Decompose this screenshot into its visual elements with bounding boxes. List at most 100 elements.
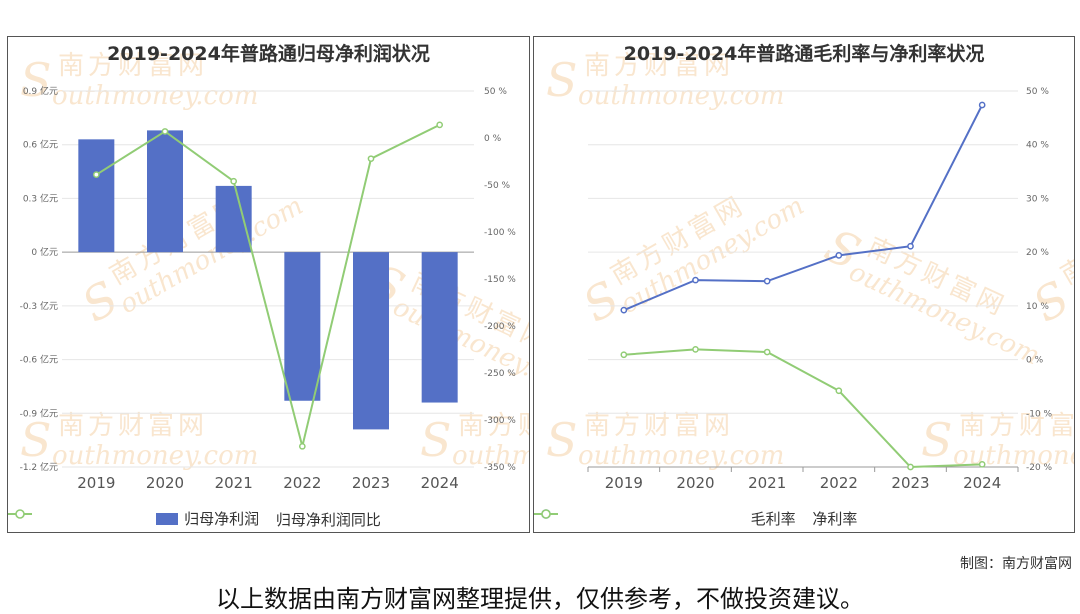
point-net-margin (978, 460, 986, 468)
legend-item-net-profit[interactable]: 归母净利润 (156, 508, 259, 529)
point-net-margin (907, 463, 914, 471)
x-tick-label: 2021 (215, 474, 253, 492)
point-gross-margin (978, 101, 986, 109)
bar-net-profit (353, 252, 389, 430)
watermark-en: outhmoney.com (578, 441, 784, 471)
line-net-margin (623, 348, 983, 469)
point-net-profit-yoy (367, 155, 375, 163)
legend-label-net-margin: 净利率 (812, 510, 858, 528)
y-tick-label-right: -20 % (1026, 463, 1053, 473)
y-tick-label-right: -10 % (1026, 409, 1053, 419)
watermark-s: S (921, 413, 953, 467)
y-tick-label-right: -250 % (484, 369, 516, 379)
watermark-cn: 南方财富网 (584, 51, 734, 81)
point-net-margin (835, 387, 843, 395)
watermark-cn: 南方财富网 (584, 411, 734, 441)
legend-item-net-profit-yoy[interactable]: 归母净利润同比 (8, 509, 381, 530)
watermark-cn: 南方财富网 (1056, 190, 1074, 291)
point-net-profit-yoy (161, 128, 169, 135)
y-tick-label-right: -200 % (484, 322, 516, 332)
y-tick-label-right: 50 % (484, 87, 507, 97)
point-gross-margin (692, 276, 699, 284)
legend-label-gross-margin: 毛利率 (750, 510, 796, 528)
legend-item-net-margin[interactable]: 净利率 (534, 508, 858, 529)
line-net-profit-yoy (95, 123, 441, 447)
y-tick-label-right: -150 % (484, 275, 516, 285)
watermark-en: outhmoney.com (52, 81, 258, 111)
point-net-profit-yoy (298, 442, 306, 450)
y-tick-label-right: 0 % (1026, 356, 1044, 366)
x-tick-label: 2023 (891, 474, 929, 492)
bar-net-profit (215, 185, 252, 253)
x-tick-label: 2020 (676, 474, 714, 492)
point-gross-margin (907, 242, 914, 250)
disclaimer-note: 以上数据由南方财富网整理提供，仅供参考，不做投资建议。 (216, 585, 864, 613)
legend-line-swatch-green (8, 509, 32, 519)
bar-net-profit (78, 139, 115, 253)
margin-chart-panel: S 南方财富网 outhmoney.com S 南方财富网 outhmoney.com S 南… (533, 36, 1075, 533)
watermark-s: S (20, 413, 52, 467)
point-gross-margin (763, 277, 771, 285)
legend-label-net-profit: 归母净利润 (184, 510, 260, 528)
y-tick-label-right: 40 % (1026, 141, 1049, 151)
point-net-margin (620, 351, 628, 359)
legend-item-gross-margin[interactable]: 毛利率 (534, 508, 796, 529)
x-tick-label: 2020 (146, 474, 184, 492)
net-profit-chart: S南方财富网outhmoney.comS南方财富网outhmoney.comS南… (20, 51, 529, 492)
point-net-margin (692, 346, 699, 353)
y-tick-label-right: 20 % (1026, 248, 1049, 258)
legend-line-swatch-green-2 (534, 509, 558, 519)
x-tick-label: 2023 (352, 474, 390, 492)
margin-legend: 毛利率 净利率 (534, 508, 1074, 529)
watermark-s: S (20, 53, 52, 107)
y-tick-label-right: -50 % (484, 181, 511, 191)
y-tick-label-left: -1.2 亿元 (20, 461, 58, 473)
watermark-s: S (420, 413, 452, 467)
y-tick-label-left: 0.9 亿元 (23, 85, 58, 97)
x-tick-label: 2019 (605, 474, 643, 492)
x-tick-label: 2022 (820, 474, 858, 492)
y-tick-label-right: -300 % (484, 416, 516, 426)
margin-chart-title: 2019-2024年普路通毛利率与净利率状况 (623, 43, 985, 65)
y-tick-label-right: -350 % (484, 463, 516, 473)
watermark-en: outhmoney.com (452, 441, 529, 471)
y-tick-label-right: 50 % (1026, 87, 1049, 97)
bar-net-profit (421, 252, 458, 403)
x-tick-label: 2024 (963, 474, 1001, 492)
point-net-profit-yoy (436, 121, 444, 129)
point-net-margin (763, 348, 771, 356)
watermark-cn: 南方财富网 (458, 411, 529, 441)
x-tick-label: 2022 (283, 474, 321, 492)
y-tick-label-right: -100 % (484, 228, 516, 238)
y-tick-label-left: -0.9 亿元 (20, 407, 58, 419)
y-tick-label-left: -0.6 亿元 (20, 354, 58, 366)
point-gross-margin (620, 306, 628, 314)
bar-net-profit (284, 252, 321, 401)
watermark-cn: 南方财富网 (58, 411, 208, 441)
net-profit-chart-title: 2019-2024年普路通归母净利润状况 (107, 43, 430, 65)
y-tick-label-right: 30 % (1026, 194, 1049, 204)
watermark-en: outhmoney.com (953, 441, 1074, 471)
point-gross-margin (835, 252, 843, 259)
point-net-profit-yoy (92, 171, 100, 179)
y-tick-label-left: 0.3 亿元 (23, 192, 58, 204)
x-tick-label: 2021 (748, 474, 786, 492)
legend-bar-swatch (156, 512, 179, 525)
line-gross-margin (623, 104, 984, 312)
watermark-cn: 南方财富网 (58, 51, 208, 81)
net-profit-chart-panel: S南方财富网outhmoney.comS南方财富网outhmoney.comS南… (7, 36, 530, 533)
bar-net-profit (147, 130, 183, 253)
y-tick-label-right: 0 % (484, 134, 502, 144)
y-tick-label-left: 0.6 亿元 (23, 139, 58, 151)
point-net-profit-yoy (230, 177, 238, 185)
y-tick-label-left: 0 亿元 (31, 246, 58, 258)
y-tick-label-left: -0.3 亿元 (20, 300, 58, 312)
y-tick-label-right: 10 % (1026, 302, 1049, 312)
